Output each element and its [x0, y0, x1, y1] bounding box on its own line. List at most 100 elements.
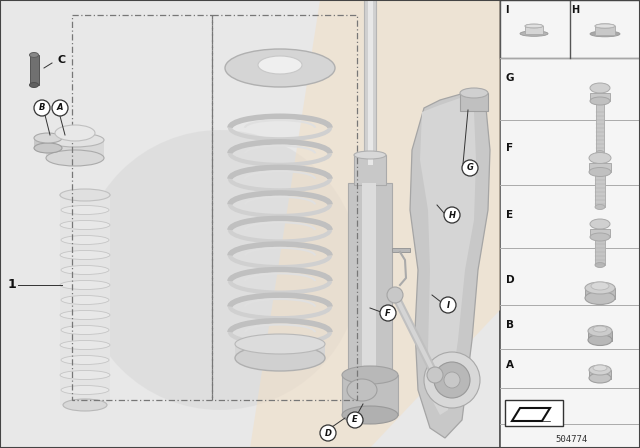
Ellipse shape — [60, 189, 110, 201]
Text: D: D — [506, 275, 515, 285]
Ellipse shape — [60, 190, 110, 199]
Bar — [342, 375, 398, 415]
Ellipse shape — [60, 250, 110, 259]
Bar — [368, 0, 373, 165]
Ellipse shape — [460, 88, 488, 98]
Text: 504774: 504774 — [556, 435, 588, 444]
Bar — [596, 101, 604, 153]
Bar — [460, 93, 488, 111]
Text: H: H — [449, 211, 456, 220]
Bar — [0, 0, 500, 448]
Ellipse shape — [60, 340, 110, 349]
Bar — [46, 140, 104, 158]
Text: E: E — [352, 415, 358, 425]
Ellipse shape — [61, 236, 109, 245]
Ellipse shape — [61, 356, 109, 365]
Ellipse shape — [34, 143, 62, 153]
Bar — [589, 163, 611, 172]
Text: A: A — [57, 103, 63, 112]
Ellipse shape — [60, 370, 110, 379]
Ellipse shape — [589, 152, 611, 164]
Ellipse shape — [590, 219, 610, 229]
Ellipse shape — [593, 326, 607, 332]
Ellipse shape — [258, 56, 302, 74]
Bar — [235, 344, 325, 360]
Circle shape — [320, 425, 336, 441]
Circle shape — [347, 412, 363, 428]
Ellipse shape — [591, 282, 609, 290]
Ellipse shape — [589, 168, 611, 177]
Ellipse shape — [61, 206, 109, 215]
Ellipse shape — [596, 151, 604, 155]
Text: 1: 1 — [8, 279, 17, 292]
Text: I: I — [505, 5, 509, 15]
Ellipse shape — [595, 24, 615, 28]
Ellipse shape — [46, 133, 104, 147]
Bar — [505, 400, 563, 426]
Bar — [212, 15, 357, 400]
Ellipse shape — [29, 82, 38, 87]
Polygon shape — [420, 98, 476, 415]
Ellipse shape — [589, 373, 611, 383]
Circle shape — [440, 297, 456, 313]
Text: F: F — [385, 309, 391, 318]
Ellipse shape — [589, 365, 611, 375]
Ellipse shape — [590, 31, 620, 37]
Circle shape — [444, 372, 460, 388]
Bar — [525, 26, 543, 34]
Bar — [590, 93, 610, 101]
Bar — [595, 172, 605, 207]
Ellipse shape — [525, 24, 543, 28]
Bar — [589, 370, 611, 379]
Ellipse shape — [590, 233, 610, 241]
Circle shape — [387, 287, 403, 303]
Ellipse shape — [235, 334, 325, 354]
Ellipse shape — [46, 150, 104, 166]
Ellipse shape — [595, 263, 605, 267]
Ellipse shape — [61, 385, 109, 395]
Ellipse shape — [225, 49, 335, 87]
Circle shape — [34, 100, 50, 116]
Ellipse shape — [63, 399, 107, 411]
Bar — [595, 26, 615, 35]
Bar — [590, 229, 610, 237]
Ellipse shape — [588, 326, 612, 336]
Text: G: G — [467, 164, 474, 172]
Bar — [348, 183, 392, 378]
Bar — [585, 288, 615, 299]
Circle shape — [424, 352, 480, 408]
Text: C: C — [58, 55, 66, 65]
Polygon shape — [250, 0, 500, 448]
Ellipse shape — [34, 133, 62, 143]
Ellipse shape — [60, 220, 110, 229]
Bar — [392, 248, 410, 252]
Polygon shape — [410, 92, 490, 438]
Ellipse shape — [235, 345, 325, 371]
Ellipse shape — [525, 24, 543, 28]
Ellipse shape — [595, 24, 615, 28]
Circle shape — [434, 362, 470, 398]
Text: G: G — [506, 73, 515, 83]
Circle shape — [427, 367, 443, 383]
Text: B: B — [39, 103, 45, 112]
Ellipse shape — [60, 280, 110, 289]
Text: I: I — [447, 301, 449, 310]
Circle shape — [52, 100, 68, 116]
Polygon shape — [512, 408, 550, 421]
Bar — [34, 138, 62, 149]
Bar — [364, 0, 376, 165]
Text: B: B — [506, 320, 514, 330]
Circle shape — [380, 305, 396, 321]
Ellipse shape — [590, 97, 610, 105]
Ellipse shape — [354, 151, 386, 159]
Ellipse shape — [60, 310, 110, 319]
Bar — [354, 155, 386, 185]
Bar — [362, 183, 376, 378]
Ellipse shape — [55, 125, 95, 141]
Ellipse shape — [342, 366, 398, 384]
Bar — [30, 55, 39, 85]
Ellipse shape — [595, 204, 605, 210]
Circle shape — [462, 160, 478, 176]
Ellipse shape — [520, 31, 548, 36]
Ellipse shape — [29, 52, 38, 57]
